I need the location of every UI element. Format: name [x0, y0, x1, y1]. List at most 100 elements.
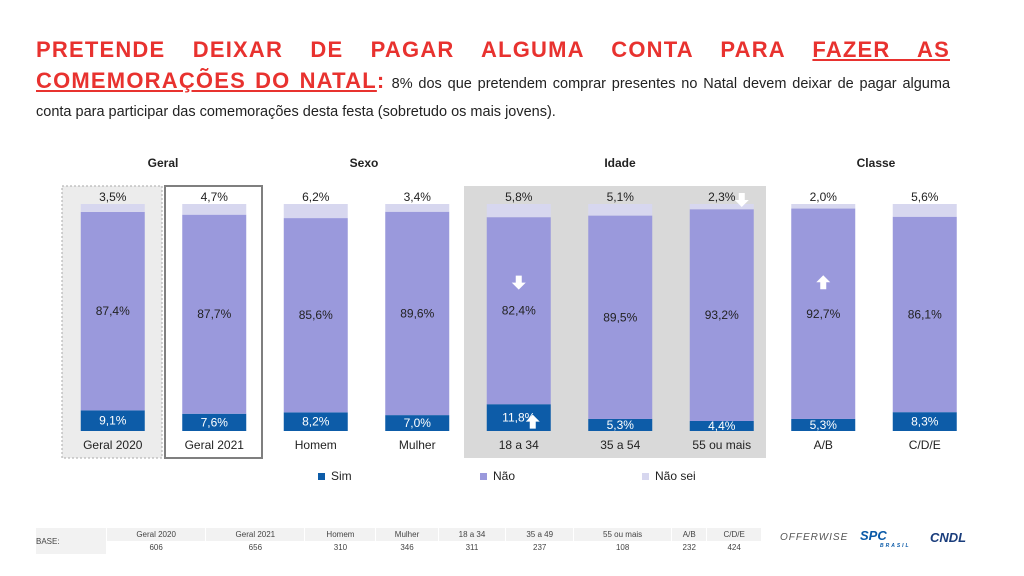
legend-swatch-nao [480, 472, 487, 480]
bar-nao-55-ou-mais [689, 209, 754, 422]
legend-swatch-nao-sei [642, 472, 649, 480]
title-subtitle: 8% dos que pretendem comprar presentes n… [36, 76, 951, 120]
data-label-nao-sei-35-a-54: 5,1% [607, 190, 635, 204]
bar-nao-sei-geral-2021 [182, 204, 247, 215]
data-label-sim-mulher: 7,0% [404, 416, 432, 430]
title-part3: : [376, 68, 386, 93]
bar-nao-sei-a-b [791, 204, 856, 209]
base-value: 237 [505, 541, 575, 554]
legend-swatch-sim [318, 472, 325, 480]
data-label-nao-sei-mulher: 3,4% [404, 190, 432, 204]
group-label-classe: Classe [856, 156, 896, 170]
title-part1: PRETENDE DEIXAR DE PAGAR ALGUMA CONTA PA… [36, 37, 813, 62]
bar-sim-geral-2021 [182, 413, 247, 431]
logos: OFFERWISE SPC BRASIL CNDL [780, 528, 1010, 558]
category-label-55-ou-mais: 55 ou mais [692, 438, 751, 452]
data-label-sim-geral-2020: 9,1% [99, 414, 127, 428]
category-label-geral-2020: Geral 2020 [83, 438, 143, 452]
data-label-nao-18-a-34: 82,4% [502, 304, 536, 318]
base-value: 606 [106, 541, 207, 554]
base-value: 656 [205, 541, 306, 554]
arrow-up-icon [816, 275, 831, 290]
spc-logo-sub: BRASIL [880, 543, 911, 549]
category-label-geral-2021: Geral 2021 [185, 438, 245, 452]
legend-label-sim: Sim [331, 469, 352, 483]
base-header: 35 a 49 [505, 528, 575, 541]
bar-nao-sei-35-a-54 [588, 204, 653, 216]
data-label-sim-35-a-54: 5,3% [607, 418, 635, 432]
bar-nao-35-a-54 [588, 215, 653, 419]
base-label: BASE: [36, 528, 107, 554]
legend-nao-sei: Não sei [642, 469, 696, 483]
slide-title: PRETENDE DEIXAR DE PAGAR ALGUMA CONTA PA… [36, 36, 950, 126]
bar-nao-geral-2021 [182, 214, 247, 414]
data-label-nao-sei-geral-2021: 4,7% [201, 190, 229, 204]
legend-sim: Sim [318, 469, 352, 483]
bar-sim-a-b [791, 418, 856, 431]
category-label-35-a-54: 35 a 54 [600, 438, 640, 452]
base-header: Geral 2020 [106, 528, 207, 541]
data-label-sim-homem: 8,2% [302, 415, 330, 429]
data-label-nao-sei-geral-2020: 3,5% [99, 190, 127, 204]
category-label-18-a-34: 18 a 34 [499, 438, 539, 452]
base-value: 311 [438, 541, 507, 554]
bar-nao-a-b [791, 208, 856, 419]
base-header: C/D/E [706, 528, 762, 541]
legend-label-nao: Não [493, 469, 516, 483]
data-label-nao-c-d-e: 86,1% [908, 307, 942, 321]
data-label-nao-sei-55-ou-mais: 2,3% [708, 190, 736, 204]
base-value: 310 [304, 541, 377, 554]
bar-sim-c-d-e [892, 412, 957, 431]
data-label-nao-a-b: 92,7% [806, 307, 840, 321]
group-label-geral: Geral [147, 156, 179, 170]
base-value: 424 [706, 541, 762, 554]
category-label-mulher: Mulher [399, 438, 436, 452]
data-label-sim-c-d-e: 8,3% [911, 415, 939, 429]
highlight-geral-2021 [164, 185, 263, 459]
legend-nao: Não [480, 469, 515, 483]
base-header: 55 ou mais [573, 528, 673, 541]
title-part2: FAZER AS COMEMORAÇÕES DO NATAL [36, 37, 950, 93]
base-header: A/B [671, 528, 708, 541]
bar-nao-sei-geral-2020 [80, 204, 145, 212]
arrow-up-icon [525, 414, 540, 429]
base-header: Mulher [375, 528, 439, 541]
bar-nao-sei-55-ou-mais [689, 204, 754, 210]
base-table: BASE: Geral 2020 Geral 2021 Homem Mulher… [36, 528, 762, 554]
cndl-logo: CNDL [930, 530, 967, 545]
data-label-nao-sei-homem: 6,2% [302, 190, 330, 204]
base-table-header-row: BASE: Geral 2020 Geral 2021 Homem Mulher… [36, 528, 762, 554]
data-label-nao-homem: 85,6% [299, 308, 333, 322]
spc-logo: SPC BRASIL [860, 528, 911, 549]
bar-nao-sei-homem [283, 204, 348, 219]
bar-nao-sei-18-a-34 [486, 204, 551, 218]
category-label-homem: Homem [295, 438, 337, 452]
category-label-a-b: A/B [814, 438, 833, 452]
bar-sim-homem [283, 412, 348, 431]
bar-nao-c-d-e [892, 216, 957, 413]
base-header: Homem [304, 528, 377, 541]
data-label-nao-geral-2021: 87,7% [197, 307, 231, 321]
base-table-value-row: 606 656 310 346 311 237 108 232 424 [36, 541, 762, 554]
data-label-nao-55-ou-mais: 93,2% [705, 308, 739, 322]
bar-sim-18-a-34 [486, 404, 551, 431]
category-label-c-d-e: C/D/E [909, 438, 941, 452]
data-label-sim-55-ou-mais: 4,4% [708, 419, 736, 433]
bar-sim-55-ou-mais [689, 421, 754, 431]
base-value: 108 [573, 541, 673, 554]
bar-sim-35-a-54 [588, 418, 653, 431]
data-label-nao-35-a-54: 89,5% [603, 310, 637, 324]
bar-nao-sei-c-d-e [892, 204, 957, 217]
data-label-sim-geral-2021: 7,6% [201, 415, 229, 429]
bar-nao-18-a-34 [486, 217, 551, 405]
bar-nao-geral-2020 [80, 211, 145, 411]
data-label-nao-sei-c-d-e: 5,6% [911, 190, 939, 204]
bar-nao-homem [283, 218, 348, 413]
bar-nao-mulher [385, 211, 450, 416]
data-label-nao-mulher: 89,6% [400, 306, 434, 320]
base-value: 346 [375, 541, 439, 554]
offerwise-logo: OFFERWISE [780, 532, 849, 543]
data-label-nao-geral-2020: 87,4% [96, 304, 130, 318]
data-label-nao-sei-18-a-34: 5,8% [505, 190, 533, 204]
